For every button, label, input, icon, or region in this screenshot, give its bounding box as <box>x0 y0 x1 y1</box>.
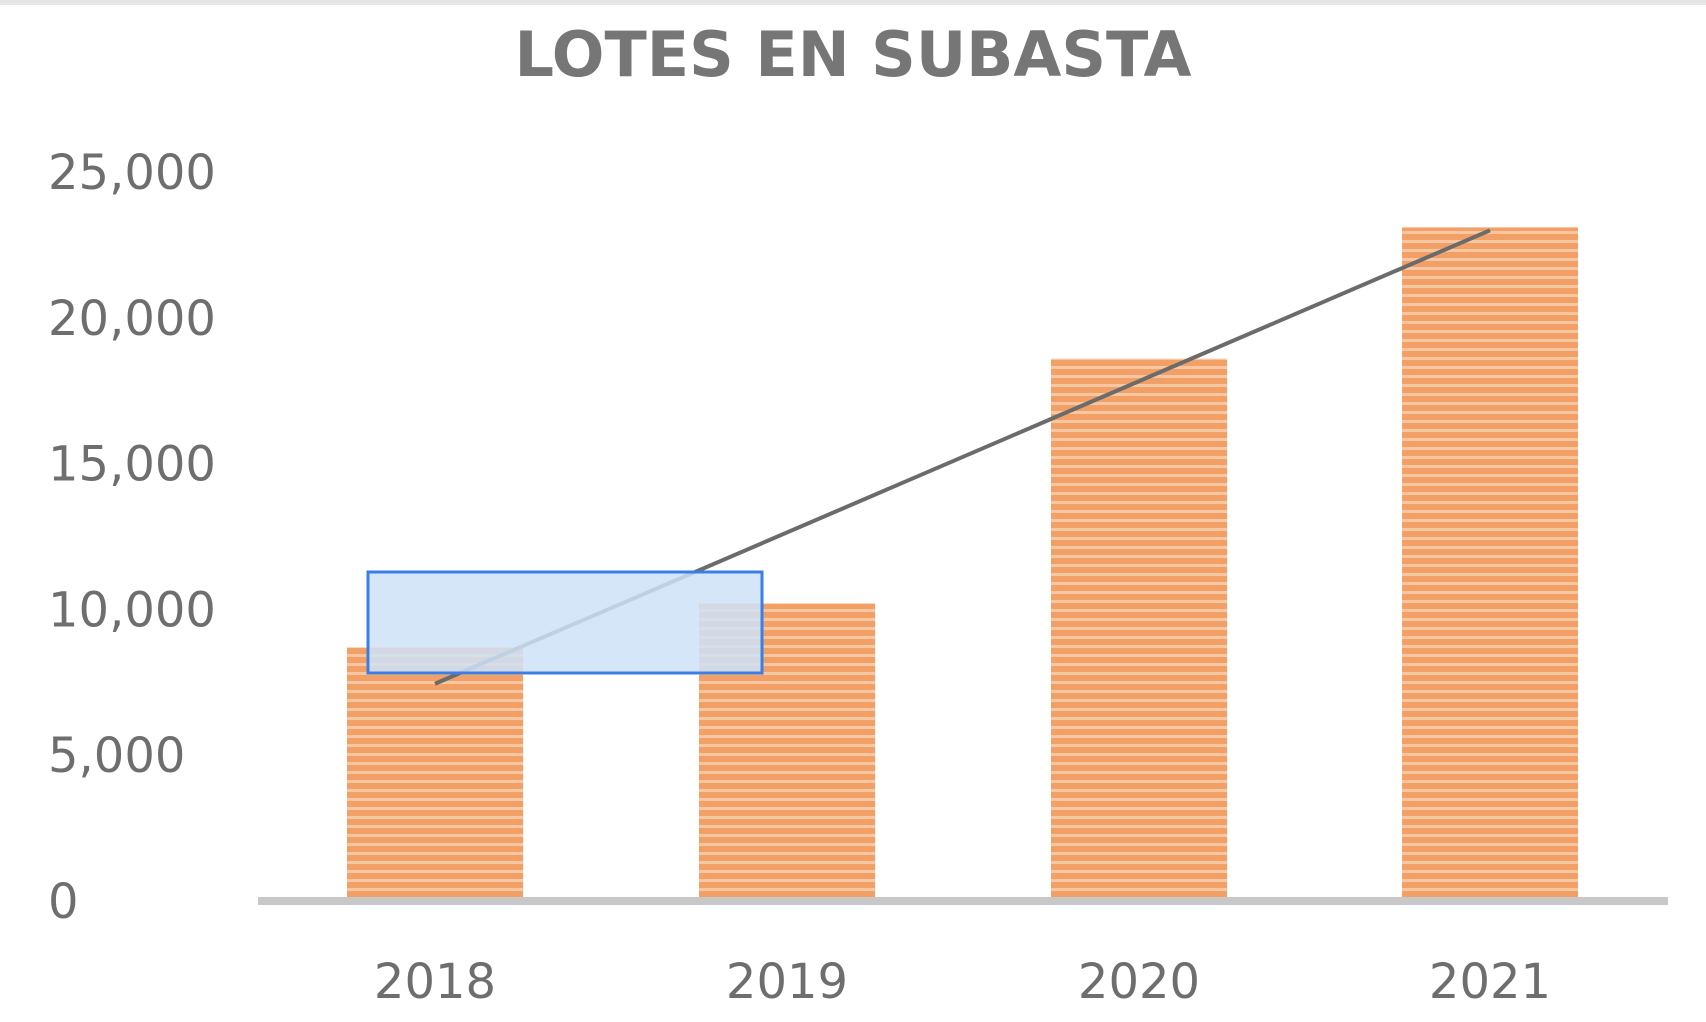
chart-title: LOTES EN SUBASTA <box>514 18 1192 91</box>
bar-2021[interactable] <box>1402 227 1578 902</box>
x-tick-label: 2021 <box>1429 954 1551 1010</box>
y-tick-label: 15,000 <box>48 437 216 493</box>
x-tick-label: 2018 <box>374 954 496 1010</box>
x-tick-label: 2020 <box>1078 954 1200 1010</box>
x-tick-label: 2019 <box>726 954 848 1010</box>
bar-series <box>347 227 1578 902</box>
bar-2020[interactable] <box>1051 358 1227 901</box>
selection-box[interactable] <box>366 570 764 675</box>
y-axis: 0 5,000 10,000 15,000 20,000 25,000 <box>48 145 216 930</box>
y-tick-label: 25,000 <box>48 145 216 201</box>
y-tick-label: 10,000 <box>48 582 216 638</box>
bar-2018[interactable] <box>347 647 523 901</box>
y-tick-label: 0 <box>48 874 79 930</box>
y-tick-label: 5,000 <box>48 728 185 784</box>
y-tick-label: 20,000 <box>48 291 216 347</box>
x-axis: 2018 2019 2020 2021 <box>374 954 1551 1010</box>
top-border <box>0 0 1706 5</box>
